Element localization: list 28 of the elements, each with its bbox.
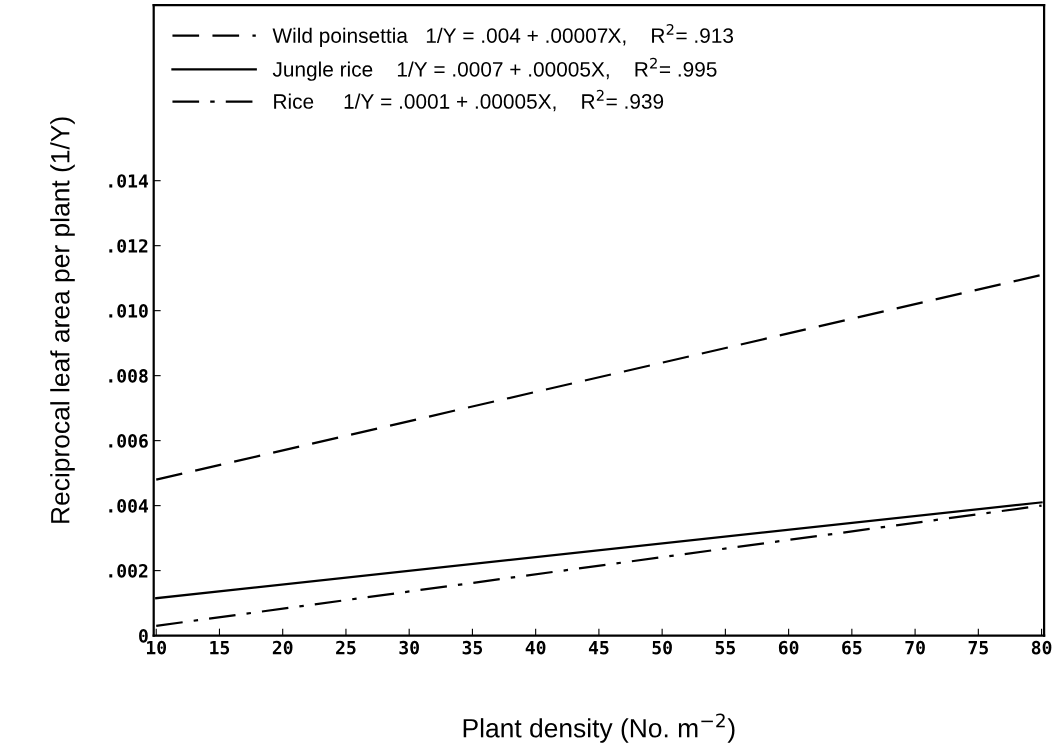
y-tick-label: .008	[109, 369, 148, 383]
legend-label: Wild poinsettia 1/Y = .004 + .00007X, R$^{2}$= .913	[272, 23, 734, 48]
x-tick-label: 45	[588, 641, 609, 655]
y-tick-label: .004	[109, 499, 149, 513]
y-tick-label: 0	[139, 629, 148, 643]
y-axis-title: Reciprocal leaf area per plant (1/Y)	[50, 117, 75, 523]
x-tick-label: 30	[399, 640, 419, 655]
y-tick-label: .002	[109, 564, 148, 578]
y-tick-label: .014	[109, 174, 149, 188]
legend-label: Rice 1/Y = .0001 + .00005X, R$^{2}$= .939	[274, 89, 664, 112]
x-tick-label: 75	[968, 641, 988, 655]
x-tick-label: 65	[842, 640, 862, 655]
x-tick-label: 20	[272, 640, 293, 655]
x-tick-label: 60	[778, 640, 799, 655]
y-tick-label: .010	[109, 304, 148, 318]
x-tick-label: 70	[905, 640, 925, 655]
x-tick-label: 25	[336, 640, 356, 655]
x-tick-label: 50	[652, 640, 672, 655]
x-tick-label: 80	[1031, 640, 1052, 655]
x-axis-title: Plant density (No. m$^{−2}$)	[463, 713, 735, 743]
y-tick-label: .006	[109, 434, 148, 448]
x-tick-label: 55	[715, 641, 736, 655]
x-tick-label: 40	[525, 640, 546, 655]
x-tick-label: 15	[210, 641, 230, 655]
y-tick-label: .012	[109, 239, 148, 253]
legend-label: Jungle rice 1/Y = .0007 + .00005X, R$^{2}$= .995	[272, 57, 717, 81]
x-tick-label: 10	[147, 640, 167, 655]
x-tick-label: 35	[462, 640, 483, 655]
